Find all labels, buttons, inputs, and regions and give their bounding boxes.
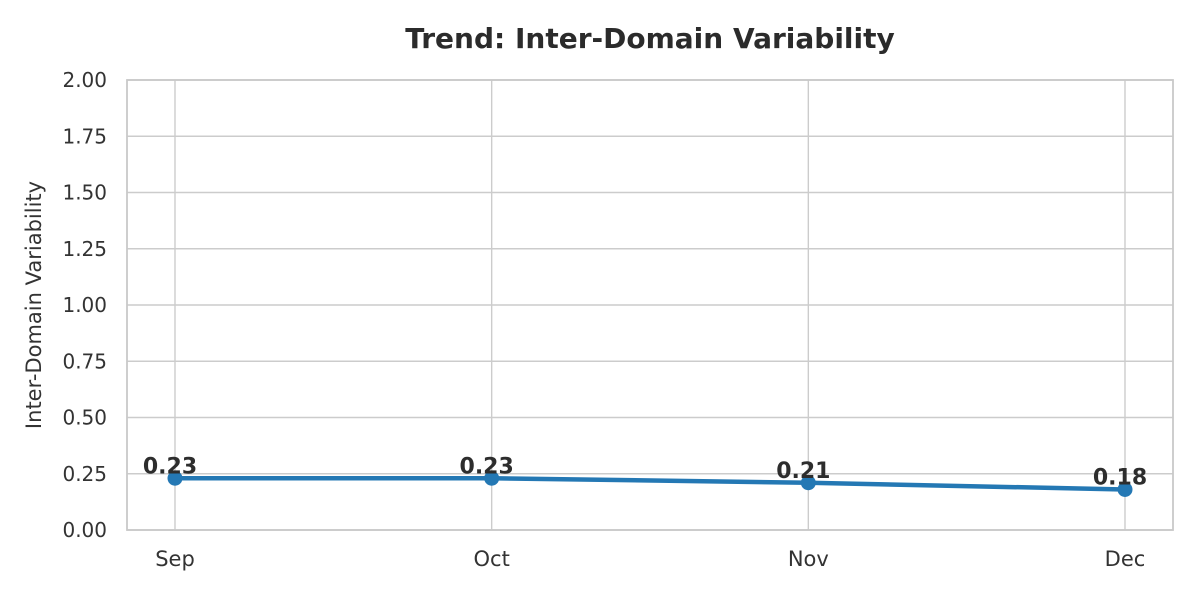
plot-border	[126, 79, 1174, 531]
y-tick-label: 0.00	[62, 518, 107, 542]
x-tick-label: Nov	[788, 547, 829, 571]
y-tick-label: 0.25	[62, 462, 107, 486]
x-tick-label: Dec	[1105, 547, 1146, 571]
x-tick-label: Sep	[155, 547, 195, 571]
y-tick-label: 2.00	[62, 68, 107, 92]
y-tick-label: 1.00	[62, 293, 107, 317]
data-point-label: 0.23	[143, 454, 197, 479]
data-point-label: 0.23	[460, 454, 514, 479]
data-point-marker	[1117, 482, 1133, 497]
y-tick-label: 0.50	[62, 406, 107, 430]
data-point-label: 0.18	[1093, 466, 1147, 491]
data-point-label: 0.21	[776, 459, 830, 484]
data-point-marker	[484, 470, 500, 486]
y-tick-label: 1.50	[62, 181, 107, 205]
trend-line	[172, 476, 1128, 492]
y-tick-label: 1.25	[62, 237, 107, 261]
data-point-marker	[800, 475, 816, 491]
x-tick-label: Oct	[474, 547, 510, 571]
data-point-marker	[167, 470, 183, 486]
y-tick-label: 1.75	[62, 124, 107, 148]
chart-title: Trend: Inter-Domain Variability	[405, 22, 895, 55]
y-tick-label: 0.75	[62, 349, 107, 373]
